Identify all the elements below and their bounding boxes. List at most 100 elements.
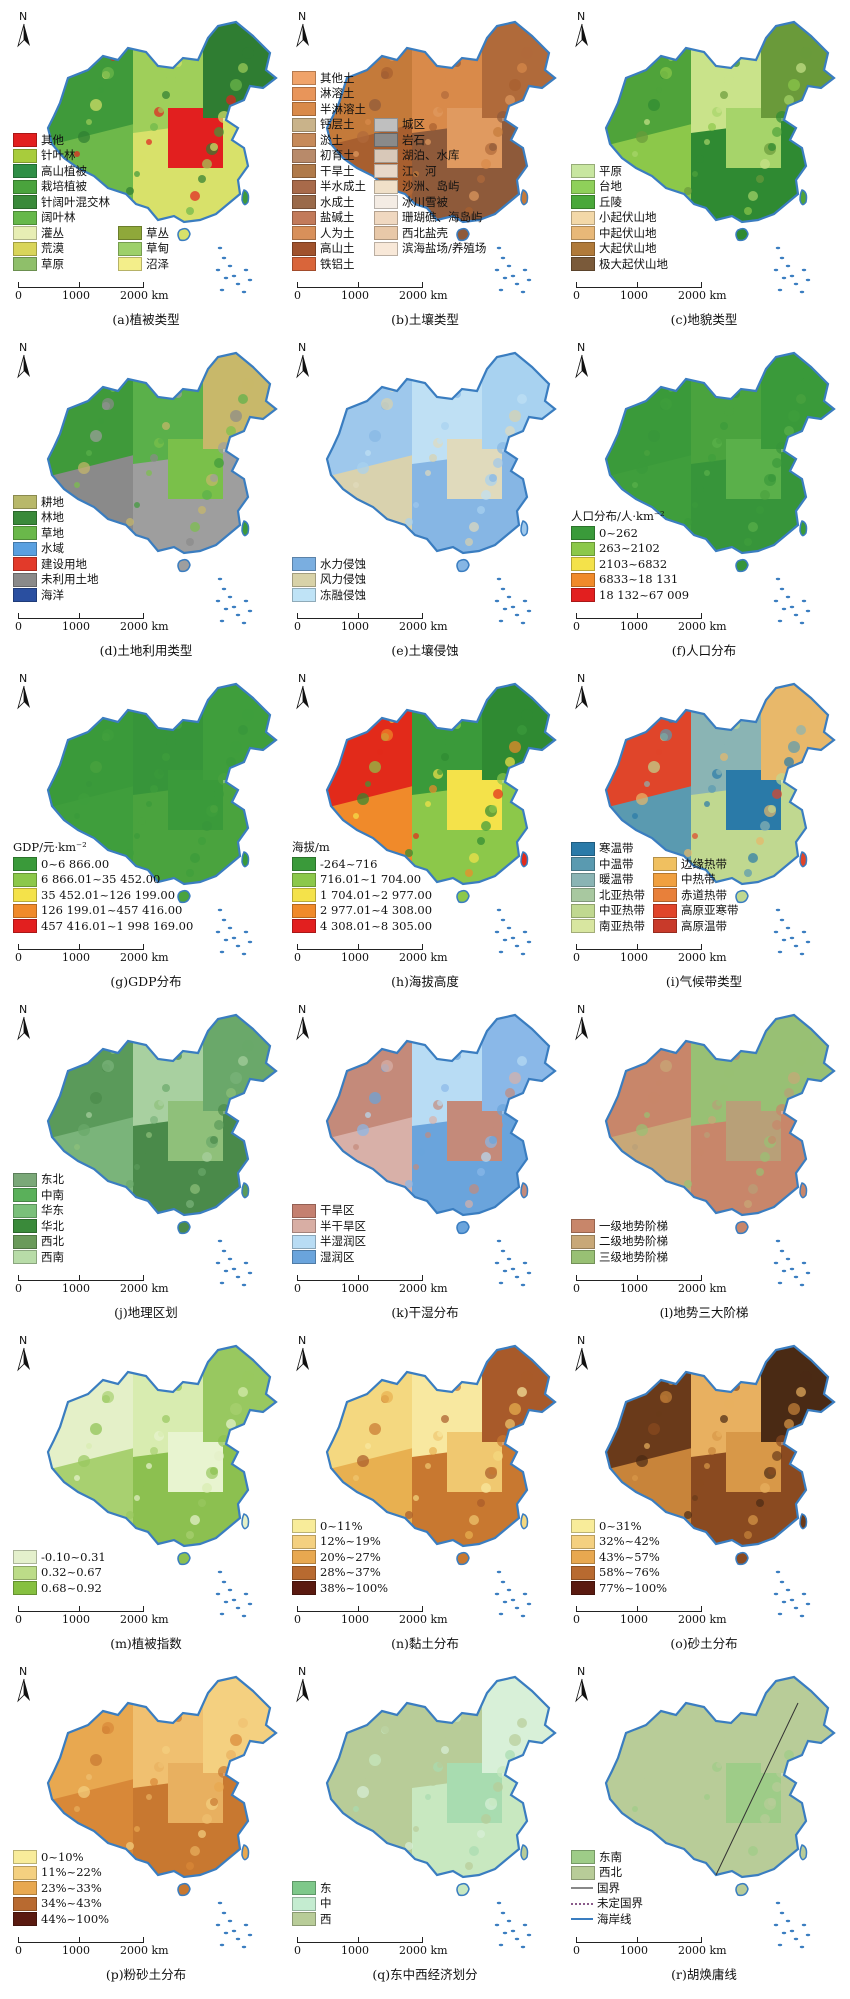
scale-bar-line [297, 282, 423, 288]
legend-item [118, 195, 169, 211]
map-texture [517, 63, 527, 73]
map-texture [417, 817, 425, 825]
map-texture [150, 1447, 158, 1455]
island-mark [789, 274, 795, 278]
map-texture [214, 458, 224, 468]
map-texture [469, 522, 479, 532]
scale-label-0: 0 [294, 289, 301, 302]
legend-swatch [571, 1850, 595, 1865]
south-sea-islands [773, 1570, 811, 1618]
legend-item: 东 [292, 1881, 332, 1897]
map-texture [230, 79, 242, 91]
scale-label-0: 0 [15, 1282, 22, 1295]
legend-label: 东 [320, 1880, 332, 1895]
legend-swatch [571, 257, 595, 272]
legend-swatch [571, 888, 595, 903]
map-texture [644, 119, 650, 125]
map-texture [226, 95, 236, 105]
map-legend: 0~10% 11%~22% 23%~33% 34%~43% 44%~100% [13, 1850, 109, 1928]
legend-swatch [13, 1912, 37, 1927]
map-texture [74, 151, 80, 157]
map-texture [720, 91, 728, 99]
legend-swatch [571, 1902, 593, 1905]
map-texture [210, 143, 218, 151]
taiwan-island [520, 851, 529, 868]
hainan-island [177, 1220, 191, 1235]
china-map [46, 1344, 278, 1618]
map-texture [680, 203, 686, 209]
legend-column: -0.10~0.31 0.32~0.67 0.68~0.92 [13, 1550, 106, 1597]
island-mark [793, 282, 799, 286]
island-mark [526, 278, 532, 282]
legend-label: 针叶林 [41, 148, 76, 162]
map-texture [736, 43, 746, 53]
hainan-island [456, 227, 470, 242]
legend-label: 铁铝土 [320, 256, 355, 271]
island-mark [247, 609, 253, 613]
legend-label: 77%~100% [599, 1580, 668, 1595]
map-texture [138, 817, 146, 825]
legend-columns: 耕地 林地 草地 水域 建设用地 未利用土地 海洋 [13, 495, 99, 604]
map-texture [158, 769, 164, 775]
legend-item: 西北盐壳 [374, 226, 486, 242]
map-texture [784, 1088, 794, 1098]
legend-label: 0~10% [41, 1849, 84, 1864]
legend-swatch [118, 226, 142, 241]
map-texture [489, 805, 497, 813]
coastline [46, 20, 278, 224]
map-texture [608, 697, 614, 703]
scale-bar: 0 1000 2000 km [572, 280, 727, 302]
map-texture [636, 1124, 648, 1136]
island-mark [522, 1261, 528, 1265]
island-mark [799, 952, 805, 956]
scale-bar-tick [79, 944, 80, 949]
legend-item: 西 [292, 1912, 332, 1928]
legend-label: 高原温带 [681, 918, 727, 933]
island-mark [773, 268, 779, 272]
map-texture [138, 1810, 146, 1818]
legend-item: -0.10~0.31 [13, 1550, 106, 1566]
map-texture [365, 1112, 371, 1118]
legend-label: 平原 [599, 163, 622, 178]
scale-label-2000: 2000 km [399, 289, 448, 302]
china-map [325, 682, 557, 956]
legend-item [118, 164, 169, 180]
island-mark [247, 1933, 253, 1937]
scale-bar-line [576, 1937, 702, 1943]
taiwan-island [799, 189, 808, 206]
coastline [46, 682, 278, 886]
legend-label: 西南 [41, 1249, 64, 1264]
map-texture [608, 1028, 614, 1034]
legend-item: 高山土 [292, 241, 366, 257]
island-mark [805, 1933, 811, 1937]
scale-label-0: 0 [573, 951, 580, 964]
legend-swatch [13, 1188, 37, 1203]
map-texture [521, 709, 533, 721]
map-texture [796, 1056, 806, 1066]
island-mark [223, 1600, 229, 1604]
map-texture [465, 1200, 473, 1208]
map-texture [166, 737, 176, 747]
map-texture [469, 191, 479, 201]
map-fill [606, 1677, 834, 1877]
legend-label: 滨海盐场/养殖场 [402, 241, 487, 255]
scale-bar: 0 1000 2000 km [14, 942, 169, 964]
china-map [325, 20, 557, 294]
legend-swatch [13, 526, 37, 541]
map-texture [341, 1503, 351, 1513]
map-texture [672, 1363, 680, 1371]
map-texture [178, 1698, 188, 1708]
island-mark [801, 930, 807, 934]
map-texture [744, 1531, 752, 1539]
map-panel-h: N 海拔/m -264~716 716.01~1 704.00 1 704.01~2… [287, 670, 563, 998]
map-texture [632, 1475, 638, 1481]
legend-swatch [653, 872, 677, 887]
legend-swatch [571, 195, 595, 210]
legend-item: 1 704.01~2 977.00 [292, 888, 432, 904]
map-texture [341, 510, 351, 520]
scale-label-2000: 2000 km [399, 1282, 448, 1295]
scale-bar-line [576, 1275, 702, 1281]
map-texture [660, 729, 672, 741]
hainan-island [177, 889, 191, 904]
map-texture [724, 737, 734, 747]
